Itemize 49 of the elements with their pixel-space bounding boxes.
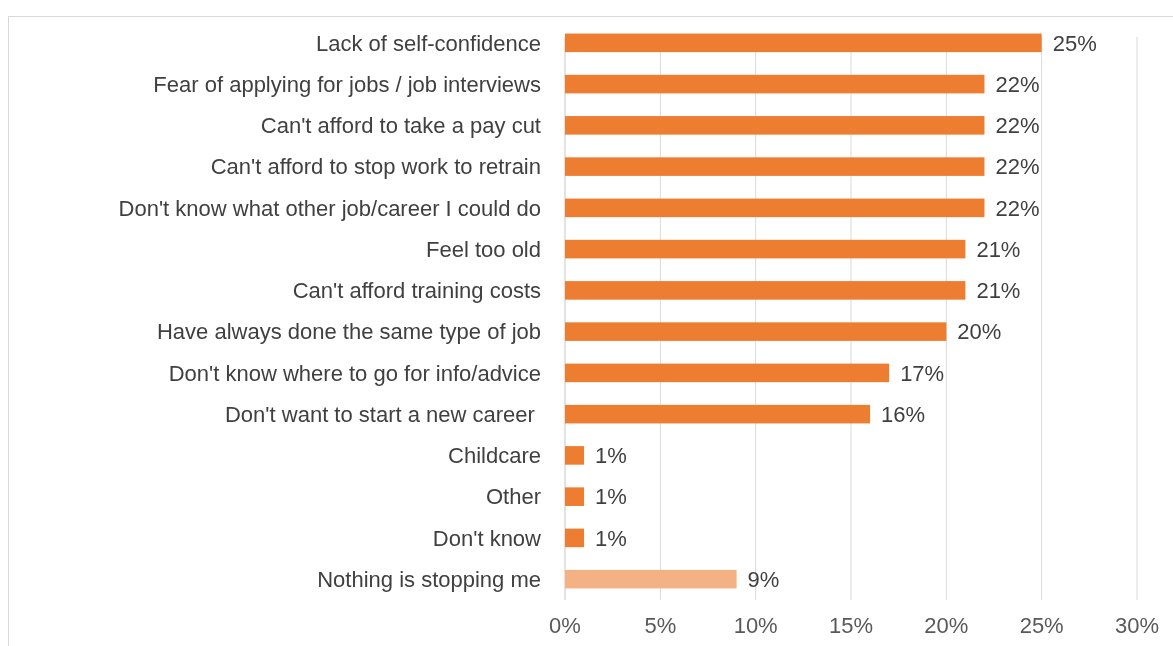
y-tick-label: Have always done the same type of job — [156, 319, 541, 345]
y-tick-label: Fear of applying for jobs / job interviews — [153, 71, 541, 97]
y-tick-label: Childcare — [448, 443, 541, 469]
bar — [565, 157, 985, 176]
data-label: 1% — [595, 525, 627, 551]
bar — [565, 281, 966, 300]
x-tick-label: 0% — [549, 613, 581, 638]
y-tick-label: Can't afford training costs — [292, 278, 541, 304]
bar — [565, 404, 871, 424]
data-label: 21% — [976, 236, 1021, 262]
x-tick-label: 5% — [644, 613, 677, 638]
data-label: 22% — [995, 113, 1040, 139]
x-tick-label: 20% — [924, 613, 969, 638]
data-label: 1% — [595, 443, 627, 469]
data-label: 9% — [747, 566, 780, 592]
x-tick-label: 30% — [1114, 613, 1160, 638]
x-tick-label: 25% — [1019, 613, 1064, 638]
bar — [565, 528, 585, 548]
x-tick-label: 15% — [828, 613, 874, 638]
bar — [565, 33, 1042, 53]
data-label: 22% — [995, 71, 1040, 97]
bar — [565, 322, 947, 341]
data-label: 21% — [976, 278, 1021, 304]
data-label: 25% — [1052, 30, 1097, 56]
bar — [565, 116, 985, 135]
data-label: 1% — [595, 484, 627, 510]
data-label: 16% — [881, 401, 926, 427]
y-tick-label: Don't know — [432, 525, 542, 551]
data-label: 20% — [957, 319, 1002, 345]
data-label: 17% — [900, 360, 945, 386]
bar — [565, 569, 737, 589]
y-tick-label: Don't know what other job/career I could do — [118, 195, 541, 221]
y-tick-label: Lack of self-confidence — [315, 30, 541, 56]
bar — [565, 239, 966, 259]
y-tick-label: Feel too old — [426, 236, 541, 262]
y-tick-label: Can't afford to stop work to retrain — [210, 154, 541, 180]
data-label: 22% — [995, 154, 1040, 180]
x-tick-label: 10% — [733, 613, 778, 638]
bar — [565, 487, 585, 506]
y-tick-label: Nothing is stopping me — [317, 566, 541, 592]
y-tick-label: Don't know where to go for info/advice — [168, 360, 541, 386]
data-label: 22% — [995, 195, 1040, 221]
y-tick-label: Other — [485, 484, 541, 510]
bar — [565, 198, 985, 218]
bar — [565, 446, 585, 465]
y-tick-label: Don't want to start a new career — [224, 401, 541, 427]
y-tick-label: Can't afford to take a pay cut — [260, 113, 541, 139]
bar — [565, 74, 985, 94]
bar — [565, 363, 890, 383]
